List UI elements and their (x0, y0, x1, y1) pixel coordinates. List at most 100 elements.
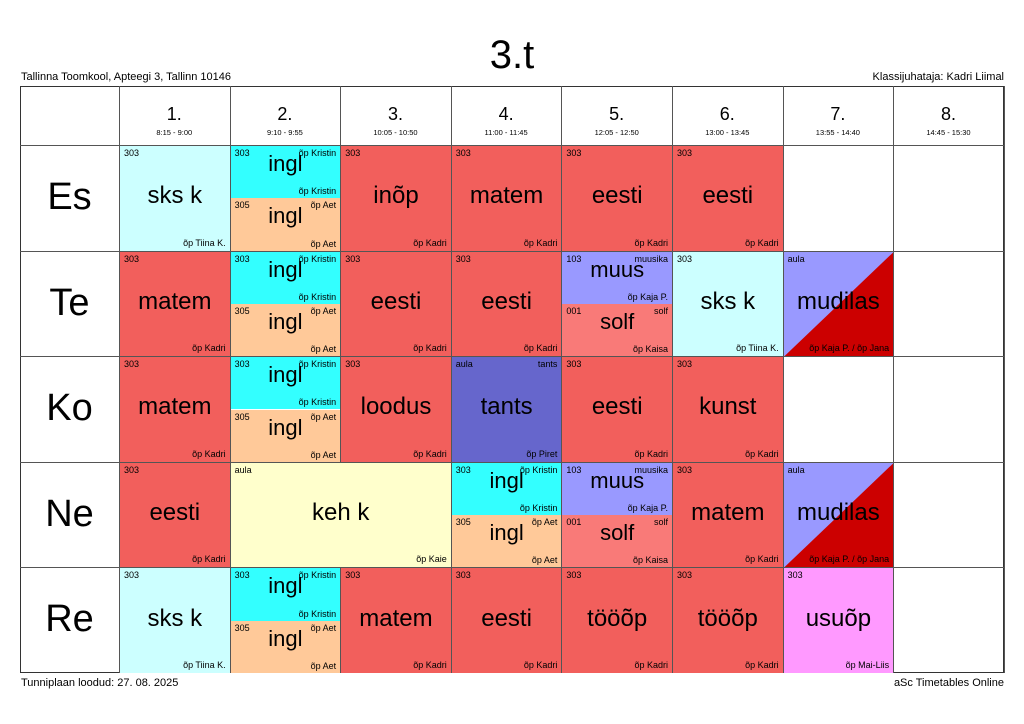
lesson-cell[interactable]: aula mudilas õp Kaja P. / õp Jana (783, 462, 894, 568)
lesson-cell[interactable]: aula mudilas õp Kaja P. / õp Jana (783, 251, 894, 357)
period-number: 3. (387, 104, 403, 124)
lesson-room: 303 (787, 570, 803, 581)
lesson-room: 303 (124, 253, 140, 264)
period-time: 13:00 - 13:45 (705, 128, 750, 137)
lesson-cell[interactable]: 305 õp Aet ingl õp Aet (451, 515, 562, 568)
lesson-cell[interactable]: 001 solf solf õp Kaisa (562, 515, 672, 568)
lesson-group: solf (653, 517, 668, 528)
lesson-cell[interactable]: 303 sks k õp Tiina K. (120, 146, 230, 251)
lesson-cell[interactable]: 303 õp Kristin ingl õp Kristin (451, 462, 562, 516)
lesson-room: 303 (677, 253, 693, 264)
lesson-cell[interactable]: aula keh k õp Kaie (230, 462, 451, 568)
lesson-room: aula (787, 253, 805, 264)
lesson-group: õp Aet (310, 200, 337, 211)
period-number: 8. (940, 104, 956, 124)
lesson-cell[interactable]: 303 kunst õp Kadri (673, 357, 783, 462)
lesson-subject: tants (480, 393, 533, 421)
lesson-cell[interactable]: 303 eesti õp Kadri (673, 146, 783, 251)
lesson-cell[interactable]: 303 eesti õp Kadri (120, 462, 230, 568)
lesson-teacher: õp Kadri (745, 554, 779, 565)
lesson-subject: eesti (702, 182, 754, 210)
lesson-cell[interactable]: 303 matem õp Kadri (451, 146, 562, 251)
lesson-teacher: õp Kadri (523, 659, 558, 670)
lesson-cell[interactable]: 303 matem õp Kadri (673, 462, 783, 568)
lesson-cell[interactable]: 303 õp Kristin ingl õp Kristin (230, 357, 341, 410)
lesson-cell[interactable]: 303 matem õp Kadri (120, 357, 230, 462)
lesson-cell[interactable]: aula tants tants õp Piret (451, 357, 562, 462)
lesson-cell[interactable]: 001 solf solf õp Kaisa (562, 303, 672, 357)
lesson-group: muusika (634, 464, 668, 475)
lesson-cell[interactable]: 303 eesti õp Kadri (451, 251, 562, 357)
lesson-cell[interactable]: 103 muusika muus õp Kaja P. (562, 251, 672, 304)
lesson-teacher: õp Kadri (523, 237, 558, 248)
lesson-cell[interactable]: 303 eesti õp Kadri (451, 568, 562, 673)
lesson-cell[interactable]: 305 õp Aet ingl õp Aet (230, 198, 341, 251)
lesson-subject: eesti (370, 287, 422, 315)
grid-vline (229, 86, 231, 673)
lesson-room: 303 (345, 570, 361, 581)
grid-vline (119, 86, 120, 673)
lesson-subject: muus (590, 256, 645, 282)
lesson-room: 303 (234, 148, 250, 158)
period-time: 13:55 - 14:40 (815, 128, 860, 137)
lesson-cell[interactable]: 303 õp Kristin ingl õp Kristin (230, 146, 341, 199)
lesson-cell[interactable]: 303 sks k õp Tiina K. (120, 568, 230, 673)
lesson-teacher: õp Kaja P. (627, 503, 668, 514)
lesson-subject: ingl (268, 256, 303, 282)
lesson-cell[interactable]: 305 õp Aet ingl õp Aet (230, 303, 341, 357)
lesson-cell[interactable]: 303 õp Kristin ingl õp Kristin (230, 251, 341, 304)
lesson-room: aula (455, 359, 473, 370)
period-number: 6. (719, 104, 735, 124)
lesson-teacher: õp Kaisa (632, 555, 668, 566)
lesson-subject: inõp (373, 182, 419, 210)
lesson-cell[interactable]: 303 loodus õp Kadri (341, 357, 451, 462)
lesson-subject: eesti (591, 182, 643, 210)
lesson-cell[interactable]: 303 usuõp õp Mai-Liis (783, 568, 894, 673)
lesson-cell[interactable]: 303 matem õp Kadri (341, 568, 451, 673)
lesson-room: 303 (124, 148, 140, 158)
period-number: 5. (609, 104, 625, 124)
lesson-teacher: õp Kaie (416, 554, 447, 565)
created-date: Tunniplaan loodud: 27. 08. 2025 (21, 677, 179, 689)
lesson-cell[interactable]: 303 sks k õp Tiina K. (673, 251, 783, 357)
lesson-subject: ingl (268, 573, 303, 599)
lesson-room: 303 (234, 570, 250, 581)
lesson-room: 303 (455, 464, 471, 475)
lesson-cell[interactable]: 303 õp Kristin ingl õp Kristin (230, 568, 341, 621)
lesson-teacher: õp Kaja P. (627, 291, 668, 302)
lesson-room: 303 (124, 359, 140, 370)
lesson-teacher: õp Kaisa (632, 344, 668, 355)
lesson-subject: sks k (147, 182, 203, 210)
period-header: 7. 13:55 - 14:40 (783, 86, 894, 145)
lesson-group: õp Kristin (298, 253, 337, 264)
lesson-room: 001 (566, 517, 582, 528)
lesson-cell[interactable]: 303 eesti õp Kadri (341, 251, 451, 357)
lesson-group: muusika (634, 253, 668, 264)
lesson-teacher: õp Aet (310, 238, 337, 249)
lesson-room: 303 (677, 359, 693, 370)
lesson-cell[interactable]: 303 matem õp Kadri (120, 251, 230, 357)
lesson-cell[interactable]: 303 inõp õp Kadri (341, 146, 451, 251)
lesson-diagonal-half (783, 251, 894, 357)
lesson-teacher: õp Kadri (413, 448, 447, 459)
lesson-teacher: õp Piret (526, 448, 558, 459)
lesson-room: 303 (455, 570, 471, 581)
lesson-teacher: õp Aet (310, 344, 337, 355)
lesson-cell[interactable]: 305 õp Aet ingl õp Aet (230, 409, 341, 462)
lesson-cell[interactable]: 305 õp Aet ingl õp Aet (230, 620, 341, 673)
grid-hline (20, 356, 1004, 358)
lesson-cell[interactable]: 303 eesti õp Kadri (562, 357, 672, 462)
lesson-teacher: õp Aet (310, 660, 337, 671)
period-time: 10:05 - 10:50 (373, 128, 418, 137)
lesson-cell[interactable]: 103 muusika muus õp Kaja P. (562, 462, 672, 516)
lesson-subject: solf (600, 520, 635, 546)
lesson-diagonal-half (783, 462, 894, 568)
class-teacher: Klassijuhataja: Kadri Liimal (872, 71, 1004, 83)
lesson-cell[interactable]: 303 eesti õp Kadri (562, 146, 672, 251)
lesson-cell[interactable]: 303 tööõp õp Kadri (673, 568, 783, 673)
period-number: 1. (166, 104, 182, 124)
lesson-subject: eesti (149, 499, 201, 527)
day-label: Es (47, 176, 92, 218)
grid-hline (20, 567, 1004, 569)
lesson-cell[interactable]: 303 tööõp õp Kadri (562, 568, 672, 673)
